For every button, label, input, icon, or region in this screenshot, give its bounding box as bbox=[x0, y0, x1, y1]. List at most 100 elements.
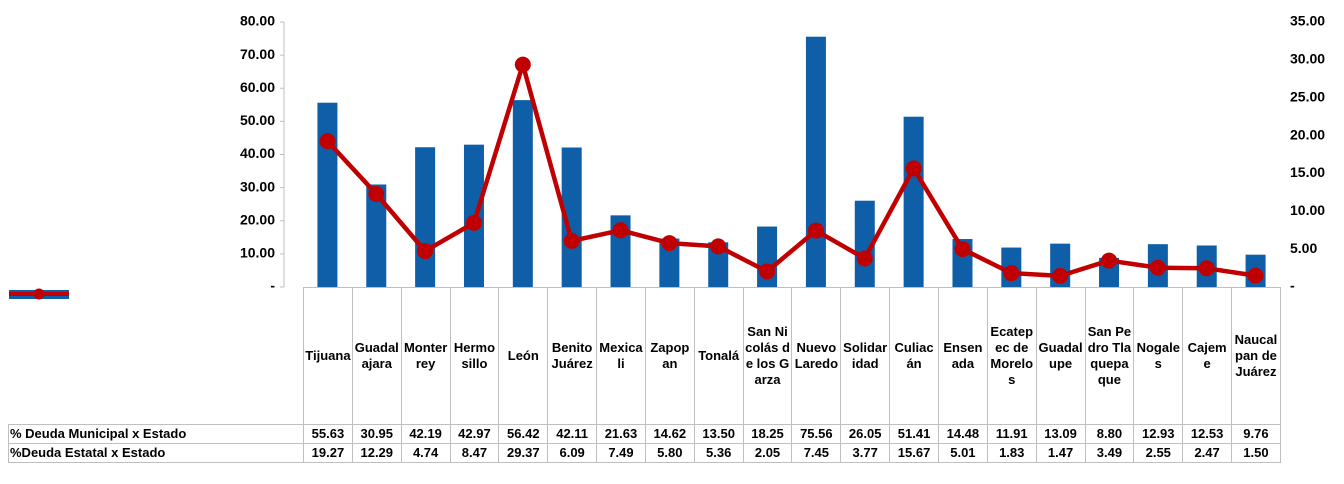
value-label: 75.56 bbox=[791, 424, 842, 444]
value-label: 56.42 bbox=[498, 424, 549, 444]
x-tick-label: Solidaridad bbox=[840, 287, 891, 425]
line-marker bbox=[1247, 267, 1264, 284]
series-row: %Deuda Estatal x Estado 19.27 12.29 4.74 8.4… bbox=[8, 288, 1281, 463]
value-label: 11.91 bbox=[986, 424, 1037, 444]
value-label: 12.29 bbox=[351, 443, 402, 463]
value-label: 2.05 bbox=[742, 443, 793, 463]
legend-marker bbox=[33, 288, 44, 299]
x-tick-label: Ensenada bbox=[937, 287, 988, 425]
value-label: 30.95 bbox=[351, 424, 402, 444]
value-label: 7.49 bbox=[596, 443, 646, 463]
legend-label: %Deuda Estatal x Estado bbox=[10, 445, 166, 460]
corner bbox=[8, 287, 304, 425]
y2-tick-label: 25.00 bbox=[1290, 88, 1325, 104]
line-marker bbox=[417, 243, 434, 260]
y-tick-label: 10.00 bbox=[240, 245, 275, 261]
value-label: 13.50 bbox=[693, 424, 744, 444]
legend-key bbox=[8, 288, 69, 299]
y2-tick-label: 20.00 bbox=[1290, 126, 1325, 142]
value-label: 26.05 bbox=[840, 424, 891, 444]
value-label: 21.63 bbox=[596, 424, 646, 444]
x-tick-label: Hermosillo bbox=[449, 287, 500, 425]
value-label: 13.09 bbox=[1035, 424, 1086, 444]
value-label: 42.97 bbox=[449, 424, 500, 444]
line-marker bbox=[563, 232, 580, 249]
plot-area: - 10.00 20.00 30.00 40.00 50.00 60.00 70.00 80.0… bbox=[240, 13, 1325, 294]
line-marker bbox=[319, 133, 336, 150]
bar bbox=[366, 184, 387, 287]
line-marker bbox=[612, 222, 629, 239]
y-tick-label: 60.00 bbox=[240, 79, 275, 95]
value-label: 7.45 bbox=[791, 443, 842, 463]
value-label: 51.41 bbox=[889, 424, 939, 444]
y2-tick-label: - bbox=[1290, 278, 1295, 294]
value-label: 2.47 bbox=[1182, 443, 1233, 463]
line-marker bbox=[1198, 260, 1215, 277]
y2-tick-label: 15.00 bbox=[1290, 164, 1325, 180]
value-label: 3.49 bbox=[1084, 443, 1135, 463]
bar bbox=[903, 116, 924, 287]
data-table: Tijuana Guadalajara Monterrey Hermosillo Leó… bbox=[8, 287, 1281, 463]
value-label: 1.83 bbox=[986, 443, 1037, 463]
x-tick-label: San Pedro Tlaquepaque bbox=[1084, 287, 1135, 425]
line-marker bbox=[465, 214, 482, 231]
legend-entry: %Deuda Estatal x Estado bbox=[8, 288, 304, 463]
value-label: 12.53 bbox=[1182, 424, 1233, 444]
x-tick-label: Guadalajara bbox=[351, 287, 402, 425]
y2-tick-label: 5.00 bbox=[1290, 240, 1317, 256]
x-tick-label: Zapopan bbox=[644, 287, 695, 425]
category-row: Tijuana Guadalajara Monterrey Hermosillo Leó… bbox=[8, 287, 1281, 425]
value-label: 8.47 bbox=[449, 443, 500, 463]
value-label: 15.67 bbox=[889, 443, 939, 463]
value-label: 5.01 bbox=[937, 443, 988, 463]
value-label: 42.11 bbox=[547, 424, 598, 444]
line-marker bbox=[954, 241, 971, 258]
value-label: 9.76 bbox=[1231, 424, 1281, 444]
line-marker bbox=[1101, 252, 1118, 269]
series-row: % Deuda Municipal x Estado 55.63 30.95 42.1… bbox=[8, 289, 1281, 444]
bar bbox=[659, 238, 680, 287]
value-label: 55.63 bbox=[303, 424, 353, 444]
line-marker bbox=[905, 160, 922, 177]
value-label: 18.25 bbox=[742, 424, 793, 444]
y-tick-label: 70.00 bbox=[240, 46, 275, 62]
value-label: 29.37 bbox=[498, 443, 549, 463]
line-marker bbox=[368, 185, 385, 202]
value-label: 5.36 bbox=[693, 443, 744, 463]
legend-label: % Deuda Municipal x Estado bbox=[10, 426, 187, 441]
y-tick-label: - bbox=[270, 278, 275, 294]
x-tick-label: Benito Juárez bbox=[547, 287, 598, 425]
value-label: 1.50 bbox=[1231, 443, 1281, 463]
y-tick-label: 30.00 bbox=[240, 178, 275, 194]
line-marker bbox=[661, 235, 678, 252]
value-label: 4.74 bbox=[400, 443, 451, 463]
value-label: 12.93 bbox=[1133, 424, 1184, 444]
x-tick-label: Guadalupe bbox=[1035, 287, 1086, 425]
line-marker bbox=[514, 56, 531, 73]
line-marker bbox=[807, 222, 824, 239]
value-label: 5.80 bbox=[644, 443, 695, 463]
y-tick-label: 50.00 bbox=[240, 112, 275, 128]
line-marker bbox=[1003, 265, 1020, 282]
x-tick-label: Monterrey bbox=[400, 287, 451, 425]
x-tick-label: Naucalpan de Juárez bbox=[1231, 287, 1281, 425]
value-label: 3.77 bbox=[840, 443, 891, 463]
x-tick-label: Tonalá bbox=[693, 287, 744, 425]
y2-tick-label: 10.00 bbox=[1290, 202, 1325, 218]
y2-tick-label: 30.00 bbox=[1290, 51, 1325, 67]
y-tick-label: 20.00 bbox=[240, 211, 275, 227]
value-label: 8.80 bbox=[1084, 424, 1135, 444]
bar bbox=[854, 200, 875, 287]
bar bbox=[561, 147, 582, 287]
value-label: 14.48 bbox=[937, 424, 988, 444]
value-label: 42.19 bbox=[400, 424, 451, 444]
bar bbox=[708, 242, 729, 287]
y-tick-label: 40.00 bbox=[240, 145, 275, 161]
bar bbox=[317, 102, 338, 288]
x-tick-label: Nogales bbox=[1133, 287, 1184, 425]
y-tick-label: 80.00 bbox=[240, 13, 275, 29]
x-tick-label: León bbox=[498, 287, 549, 425]
line-marker bbox=[759, 263, 776, 280]
bar bbox=[512, 100, 533, 287]
